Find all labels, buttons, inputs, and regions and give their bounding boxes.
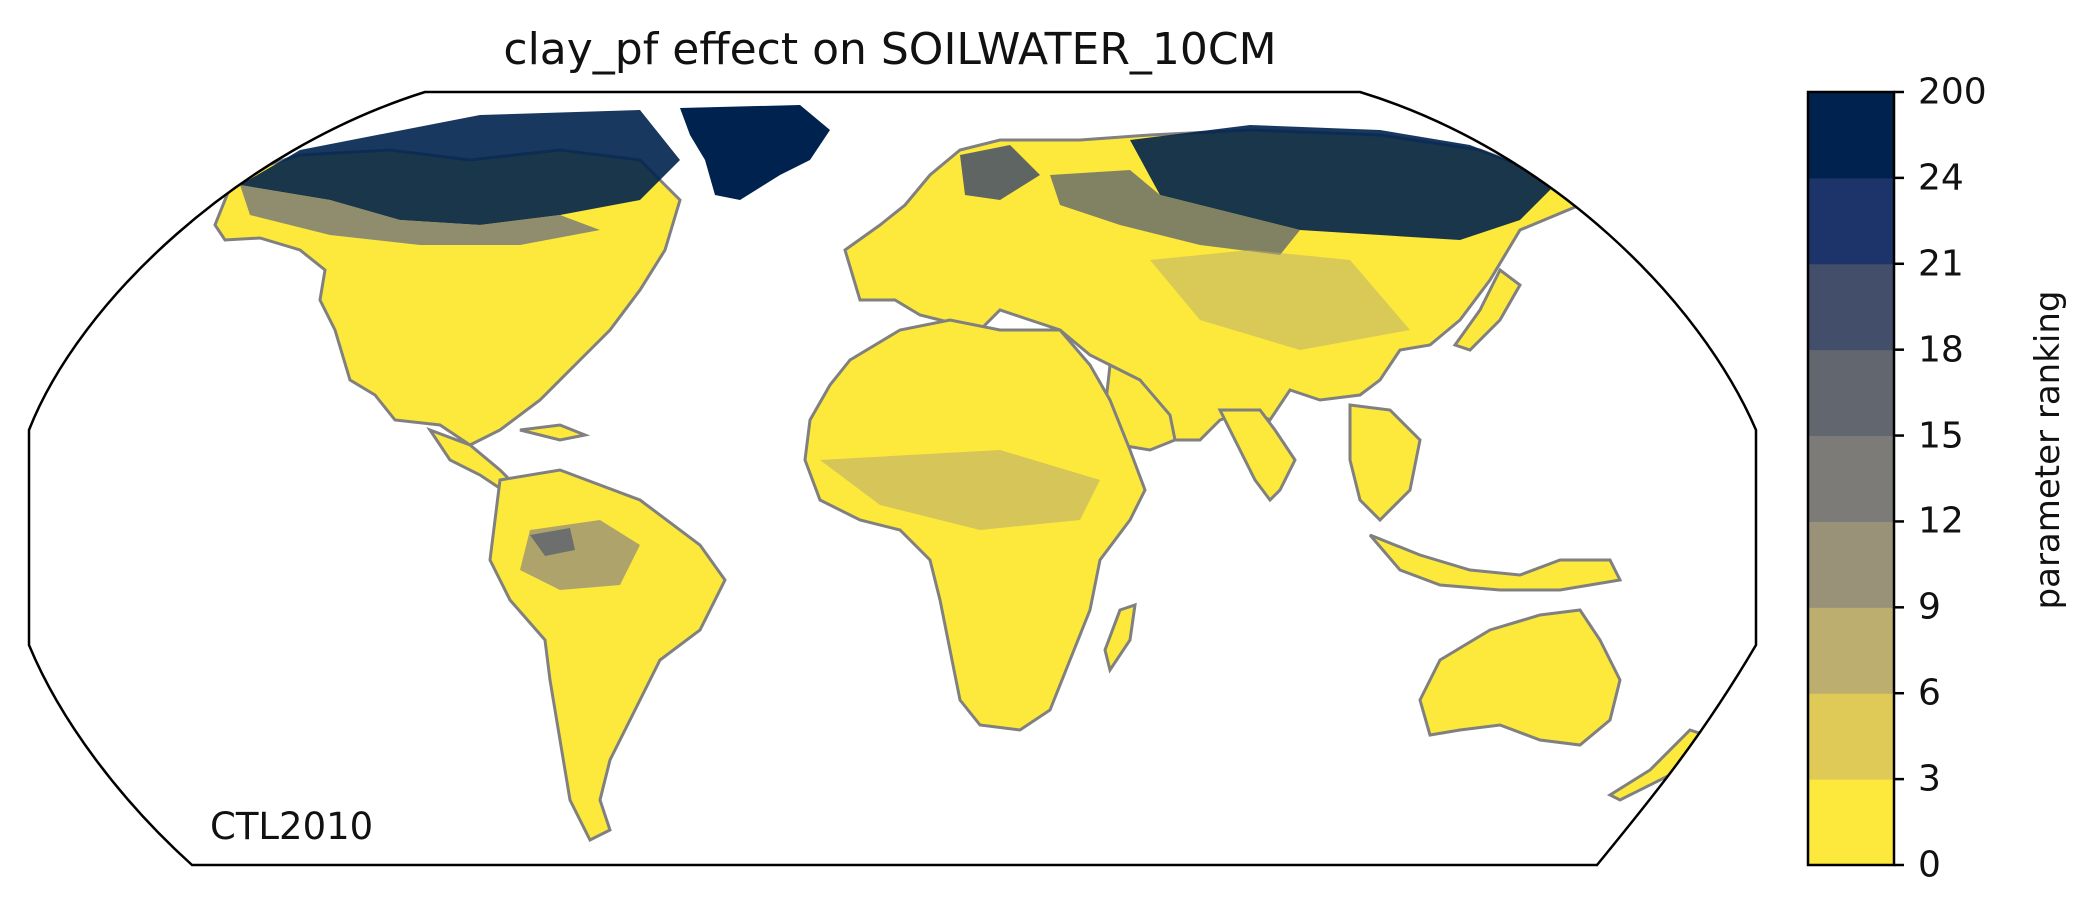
boreal-north-america-transition xyxy=(240,185,600,245)
landmass-australia xyxy=(1418,608,1622,747)
colorbar-tick-label: 21 xyxy=(1918,243,1964,285)
high-ranking-regions xyxy=(240,110,1560,590)
boreal-siberia xyxy=(1130,125,1560,240)
globe-outline xyxy=(27,90,1758,867)
colorbar-segment xyxy=(1808,263,1894,351)
landmass-caribbean xyxy=(519,423,591,442)
colorbar-frame xyxy=(1806,90,1896,867)
colorbar-tick-label: 6 xyxy=(1918,672,1941,714)
landmass-madagascar xyxy=(1103,602,1137,674)
scandinavia-region xyxy=(960,145,1040,200)
colorbar-tick-label: 24 xyxy=(1918,157,1964,199)
colorbar-segment xyxy=(1808,693,1894,780)
colorbar xyxy=(1806,90,1904,867)
boreal-north-america xyxy=(240,110,680,225)
scenario-label: CTL2010 xyxy=(210,805,374,848)
landmass-japan xyxy=(1452,267,1522,352)
colorbar-segment xyxy=(1808,435,1894,522)
colorbar-segment xyxy=(1808,607,1894,694)
colorbar-segment xyxy=(1808,521,1894,608)
colorbar-label: parameter ranking xyxy=(2028,290,2068,610)
colorbar-tick-label: 15 xyxy=(1918,415,1964,457)
sahel-region xyxy=(820,450,1100,530)
landmass-indonesia xyxy=(1368,533,1623,592)
landmass-southeast-asia xyxy=(1348,403,1422,523)
colorbar-segment xyxy=(1808,92,1894,179)
colorbar-tick-label: 200 xyxy=(1918,71,1987,113)
colorbar-tick-label: 12 xyxy=(1918,500,1964,542)
landmass-greenland xyxy=(680,105,830,200)
colorbar-tick-label: 18 xyxy=(1918,329,1964,371)
colorbar-segment xyxy=(1808,779,1894,866)
amazon-core xyxy=(530,528,575,556)
colorbar-tick-label: 0 xyxy=(1918,844,1941,886)
map-title: clay_pf effect on SOILWATER_10CM xyxy=(503,24,1277,75)
central-asia-region xyxy=(1150,250,1410,350)
landmass-india xyxy=(1217,408,1297,503)
boreal-siberia-transition xyxy=(1050,170,1300,255)
colorbar-tick-label: 9 xyxy=(1918,586,1941,628)
colorbar-tick-label: 3 xyxy=(1918,758,1941,800)
colorbar-segment xyxy=(1808,349,1894,437)
colorbar-segment xyxy=(1808,177,1894,265)
